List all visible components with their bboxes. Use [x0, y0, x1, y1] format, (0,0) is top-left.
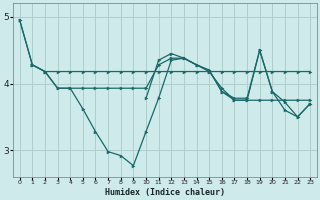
X-axis label: Humidex (Indice chaleur): Humidex (Indice chaleur) [105, 188, 225, 197]
